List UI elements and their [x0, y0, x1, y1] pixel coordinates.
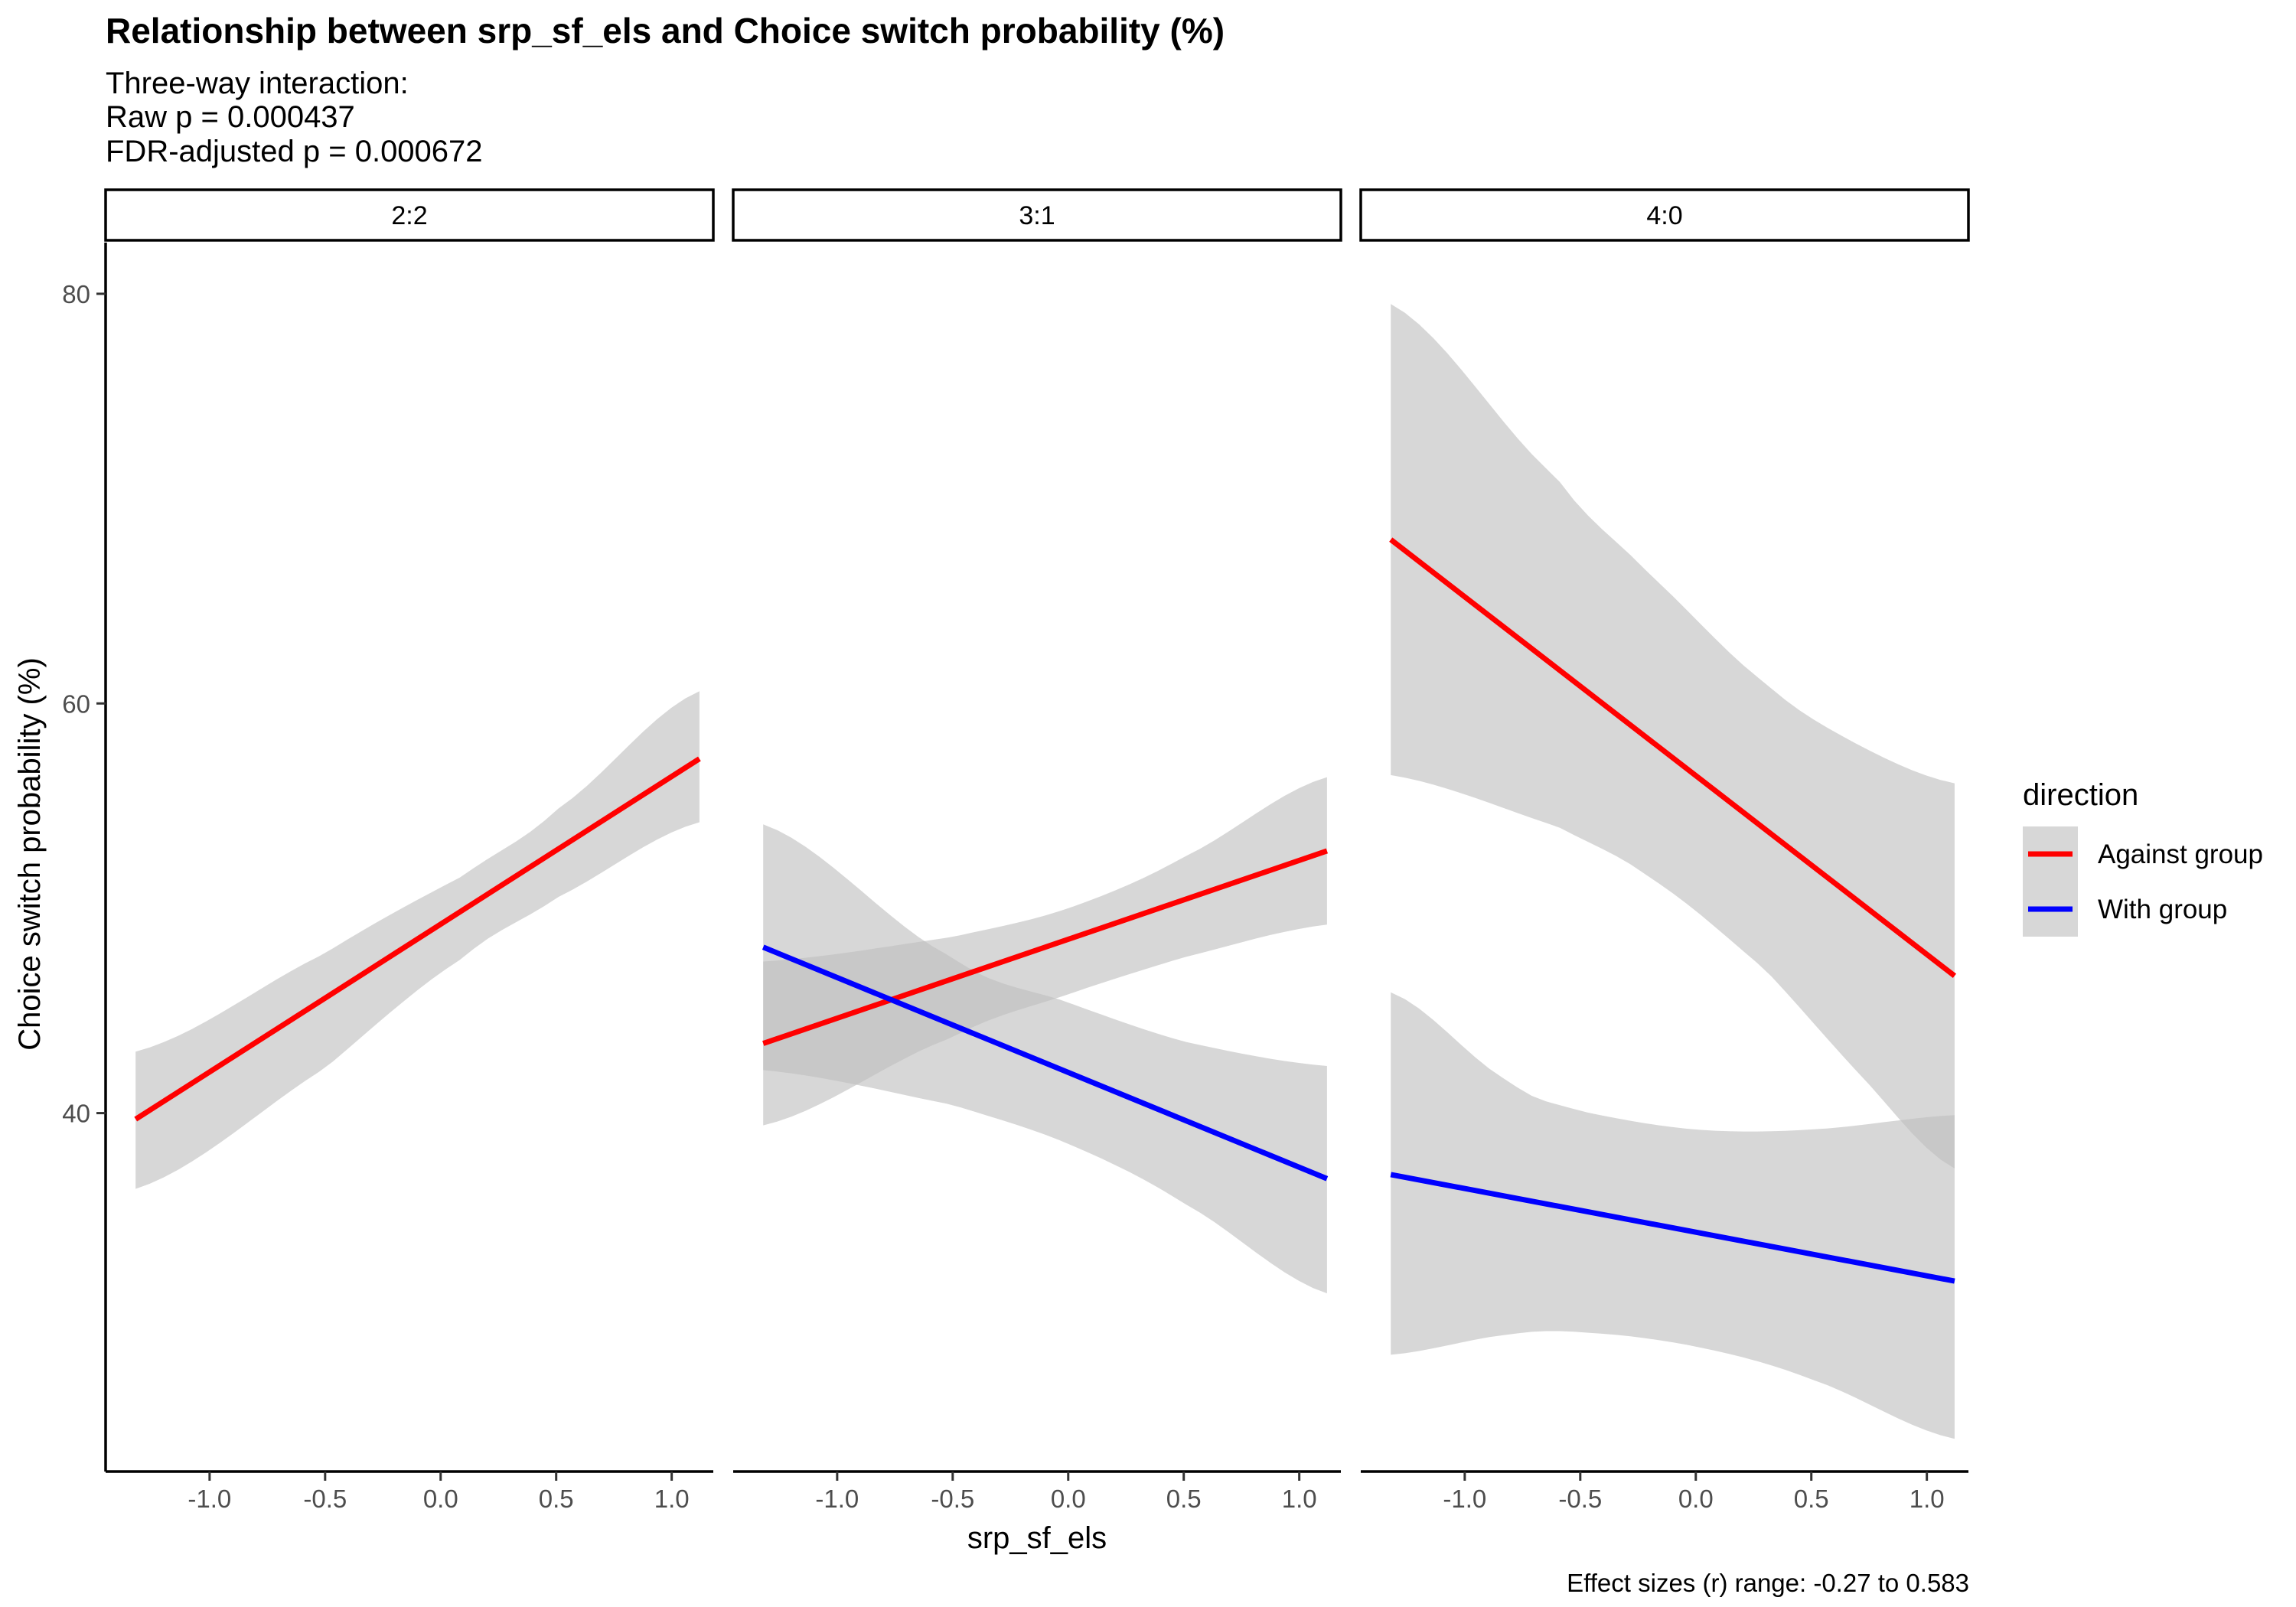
- y-axis-title: Choice switch probability (%): [13, 657, 47, 1051]
- x-tick-label: -0.5: [1558, 1485, 1602, 1513]
- legend-item-with-group: With group: [2023, 882, 2227, 937]
- trend-line-against-group: [1389, 537, 1957, 979]
- legend-label: Against group: [2098, 839, 2263, 869]
- legend-label: With group: [2098, 895, 2227, 924]
- chart-title: Relationship between srp_sf_els and Choi…: [106, 11, 1225, 51]
- facet-strip: [1359, 188, 1970, 242]
- x-tick-label: 0.0: [423, 1485, 458, 1513]
- x-tick-label: 1.0: [1282, 1485, 1317, 1513]
- facet-panel-2-2: 2:2 -1.0 -0.5 0.0 0.5 1.0 40 60 80: [62, 188, 715, 1513]
- x-axis-title: srp_sf_els: [967, 1521, 1107, 1555]
- x-tick-label: 1.0: [654, 1485, 690, 1513]
- confidence-ribbon-with-group: [1391, 992, 1955, 1439]
- facet-strip: [104, 188, 715, 242]
- subtitle-line-1: Three-way interaction:: [106, 67, 409, 100]
- trend-line-against-group: [134, 756, 701, 1122]
- x-tick-label: -1.0: [188, 1485, 231, 1513]
- facet-panel-4-0: 4:0 -1.0 -0.5 0.0 0.5 1.0: [1359, 188, 1970, 1513]
- trend-line-with-group: [762, 944, 1329, 1182]
- confidence-ribbon-with-group: [763, 824, 1327, 1294]
- facet-panels: 2:2 -1.0 -0.5 0.0 0.5 1.0 40 60 80 3:1 -1.0 -0.5 0.0…: [62, 188, 1970, 1513]
- confidence-ribbon-against-group: [1391, 304, 1955, 1169]
- x-tick-label: 0.0: [1678, 1485, 1714, 1513]
- legend-item-against-group: Against group: [2023, 826, 2263, 882]
- x-tick-label: 0.5: [1166, 1485, 1202, 1513]
- x-tick-label: -0.5: [931, 1485, 974, 1513]
- x-tick-label: 1.0: [1910, 1485, 1945, 1513]
- y-tick-label: 40: [62, 1100, 90, 1128]
- trend-line-with-group: [1390, 1172, 1955, 1284]
- x-tick-label: -1.0: [815, 1485, 859, 1513]
- facet-strip: [732, 188, 1342, 242]
- facet-strip-label: 2:2: [391, 201, 427, 230]
- caption: Effect sizes (r) range: -0.27 to 0.583: [1567, 1569, 1969, 1597]
- x-tick-label: 0.5: [539, 1485, 574, 1513]
- facet-strip-label: 3:1: [1019, 201, 1055, 230]
- x-tick-label: -0.5: [303, 1485, 347, 1513]
- x-tick-label: -1.0: [1443, 1485, 1486, 1513]
- x-tick-label: 0.0: [1051, 1485, 1086, 1513]
- legend: direction Against group With group: [2023, 778, 2263, 937]
- facet-panel-3-1: 3:1 -1.0 -0.5 0.0 0.5 1.0: [732, 188, 1342, 1513]
- trend-line-against-group: [762, 848, 1329, 1046]
- y-tick-label: 60: [62, 689, 90, 718]
- x-tick-label: 0.5: [1794, 1485, 1829, 1513]
- facet-strip-label: 4:0: [1646, 201, 1682, 230]
- y-tick-label: 80: [62, 280, 90, 308]
- legend-title: direction: [2023, 778, 2138, 812]
- subtitle-line-2: Raw p = 0.000437: [106, 100, 355, 134]
- subtitle-line-3: FDR-adjusted p = 0.000672: [106, 135, 483, 168]
